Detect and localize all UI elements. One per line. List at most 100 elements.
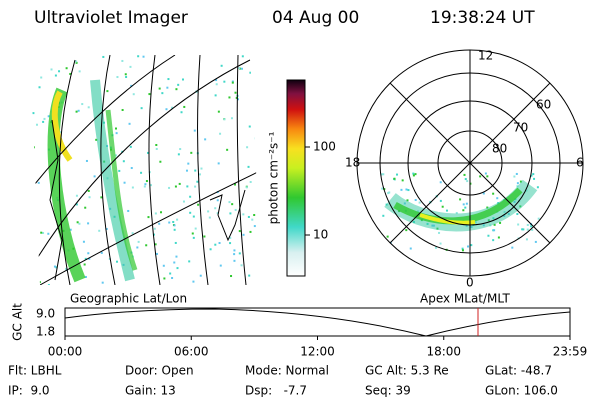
speckle [153,227,156,230]
speckle [175,88,178,91]
speckle [414,199,417,202]
date: 04 Aug 00 [272,8,359,28]
speckle [129,145,132,148]
speckle [537,217,540,220]
speckle [387,192,390,195]
speckle [162,264,165,267]
speckle [214,207,217,210]
speckle [177,83,180,86]
speckle [242,213,245,216]
speckle [47,232,50,235]
speckle [142,55,145,58]
speckle [155,143,158,146]
speckle [145,180,148,183]
speckle [84,206,87,209]
speckle [200,167,203,170]
speckle [192,215,195,218]
geographic-map [30,55,262,285]
speckle [194,185,197,188]
speckle [98,229,101,232]
speckle [159,160,162,163]
mlt-label: 12 [478,49,493,63]
speckle [406,199,409,202]
speckle [42,231,45,234]
speckle [513,175,516,178]
speckle [179,148,182,151]
speckle [219,264,222,267]
speckle [439,181,442,184]
speckle [462,203,465,206]
speckle [253,225,256,228]
speckle [175,255,178,258]
speckle [32,274,35,277]
altitude-ytick: 1.8 [36,325,55,339]
speckle [247,165,250,168]
speckle [188,260,191,263]
speckle [445,209,448,212]
speckle [405,188,408,191]
speckle [414,173,417,176]
speckle [154,243,157,246]
speckle [84,275,87,278]
speckle [186,185,189,188]
speckle [189,211,192,214]
speckle [87,189,90,192]
speckle [166,86,169,89]
speckle [465,202,468,205]
speckle [461,249,464,252]
speckle [148,93,151,96]
speckle [238,252,241,255]
speckle [248,125,251,128]
speckle [250,60,253,63]
speckle [76,221,79,224]
speckle [258,72,261,75]
speckle [115,132,118,135]
speckle [178,182,181,185]
speckle [74,60,77,63]
speckle [81,103,84,106]
speckle [173,261,176,264]
speckle [521,228,524,231]
speckle [249,181,252,184]
speckle [496,197,499,200]
speckle [182,200,185,203]
speckle [487,234,490,237]
speckle [240,67,243,70]
speckle [223,118,226,121]
speckle [530,225,533,228]
speckle [93,175,96,178]
speckle [385,241,388,244]
speckle [35,253,38,256]
speckle [234,183,237,186]
speckle [231,80,234,83]
speckle [30,247,33,250]
speckle [486,206,489,209]
speckle [393,177,396,180]
lat-label: 80 [492,142,507,156]
speckle [87,106,90,109]
speckle [249,71,252,74]
speckle [32,283,35,285]
speckle [173,228,176,231]
speckle [522,228,525,231]
speckle [381,187,384,190]
speckle [526,223,529,226]
speckle [143,185,146,188]
colorbar-tick: 100 [313,140,336,154]
speckle [183,105,186,108]
speckle [101,281,104,284]
speckle [171,277,174,280]
speckle [470,244,473,247]
speckle [246,146,249,149]
speckle [199,173,202,176]
speckle [247,215,250,218]
speckle [40,76,43,79]
speckle [131,186,134,189]
speckle [155,252,158,255]
speckle [106,90,109,93]
speckle [75,194,78,197]
lat-label: 60 [536,98,551,112]
speckle [40,231,43,234]
speckle [234,208,237,211]
speckle [382,246,385,249]
